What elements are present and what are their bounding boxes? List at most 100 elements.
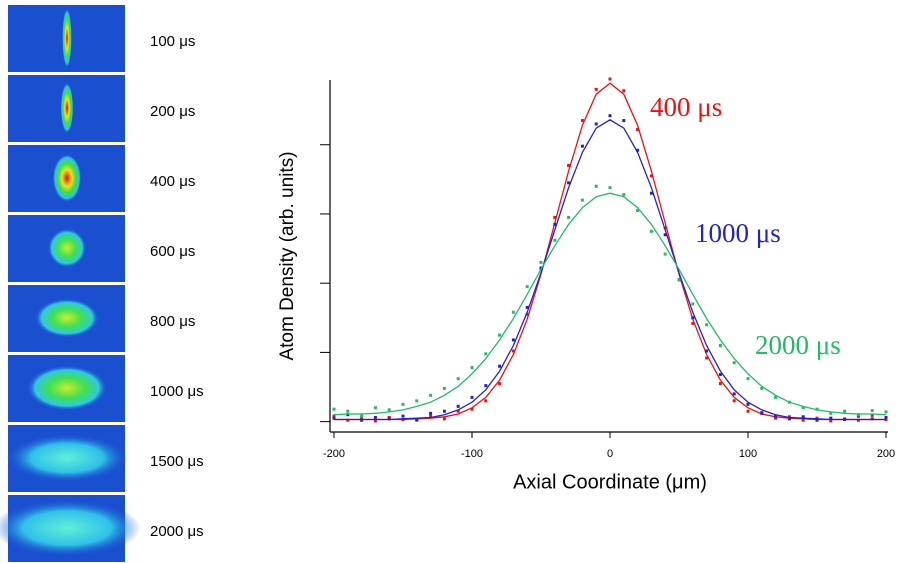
data-point (649, 174, 653, 178)
y-axis-label: Atom Density (arb. units) (277, 151, 298, 360)
data-point (567, 164, 571, 168)
data-point (829, 419, 833, 423)
data-point (705, 323, 709, 327)
data-point (498, 382, 502, 386)
data-point (870, 417, 874, 421)
data-point (663, 252, 667, 256)
data-point (691, 321, 695, 325)
data-point (346, 418, 350, 422)
data-point (622, 193, 626, 197)
data-point (856, 418, 860, 422)
data-point (360, 416, 364, 420)
data-point (429, 411, 433, 415)
atom-cloud (52, 154, 82, 202)
series-label: 2000 μs (755, 330, 841, 360)
data-point (511, 310, 515, 314)
data-point (829, 416, 833, 420)
data-point (884, 410, 888, 414)
data-point (636, 209, 640, 213)
data-point (360, 414, 364, 418)
data-point (415, 418, 419, 422)
image-label: 1000 μs (150, 383, 204, 400)
data-point (373, 406, 377, 410)
data-point (580, 144, 584, 148)
x-tick-label: -100 (461, 448, 483, 460)
image-label: 100 μs (150, 33, 195, 50)
data-point (705, 349, 709, 353)
data-point (580, 119, 584, 123)
data-point (567, 215, 571, 219)
x-tick-label: 100 (739, 448, 757, 460)
data-point (774, 414, 778, 418)
data-point (787, 415, 791, 419)
data-point (677, 278, 681, 282)
data-point (429, 414, 433, 418)
data-point (636, 148, 640, 152)
plot: Axial Coordinate (μm) Atom Density (arb.… (277, 77, 895, 493)
data-point (884, 415, 888, 419)
atom-cloud (0, 499, 141, 557)
data-point (429, 393, 433, 397)
data-point (525, 312, 529, 316)
image-label: 200 μs (150, 103, 195, 120)
x-tick-label: 0 (607, 448, 613, 460)
data-point (360, 418, 364, 422)
data-point (456, 409, 460, 413)
data-point (373, 419, 377, 423)
data-point (608, 114, 612, 118)
data-point (732, 399, 736, 403)
data-point (580, 198, 584, 202)
data-point (511, 338, 515, 342)
data-point (498, 333, 502, 337)
data-point (442, 409, 446, 413)
data-point (691, 316, 695, 320)
data-point (442, 386, 446, 390)
data-point (470, 407, 474, 411)
data-point (484, 384, 488, 388)
fit-line (333, 192, 887, 416)
data-point (718, 373, 722, 377)
data-point (456, 377, 460, 381)
series-label: 1000 μs (695, 218, 781, 248)
data-point (346, 409, 350, 413)
data-point (705, 356, 709, 360)
data-point (732, 361, 736, 365)
data-point (594, 87, 598, 91)
data-point (774, 416, 778, 420)
data-point (470, 366, 474, 370)
data-point (718, 343, 722, 347)
data-point (456, 404, 460, 408)
atom-cloud (6, 434, 128, 482)
data-point (732, 392, 736, 396)
data-point (622, 89, 626, 93)
data-point (774, 395, 778, 399)
data-point (801, 418, 805, 422)
fit-line (334, 119, 886, 421)
data-point (608, 77, 612, 81)
data-point (746, 402, 750, 406)
series-label: 400 μs (650, 92, 722, 122)
data-point (649, 229, 653, 233)
image-label: 600 μs (150, 243, 195, 260)
data-point (373, 415, 377, 419)
data-point (608, 186, 612, 190)
atom-cloud (35, 298, 99, 338)
data-point (401, 418, 405, 422)
fit-line (334, 82, 886, 421)
data-point (387, 417, 391, 421)
data-point (829, 411, 833, 415)
data-point (553, 215, 557, 219)
data-point (553, 222, 557, 226)
data-point (787, 417, 791, 421)
data-point (760, 386, 764, 390)
data-point (539, 260, 543, 264)
data-point (746, 377, 750, 381)
data-point (401, 414, 405, 418)
data-point (525, 285, 529, 289)
data-point (525, 305, 529, 309)
data-point (870, 409, 874, 413)
data-point (401, 402, 405, 406)
data-point (511, 349, 515, 353)
